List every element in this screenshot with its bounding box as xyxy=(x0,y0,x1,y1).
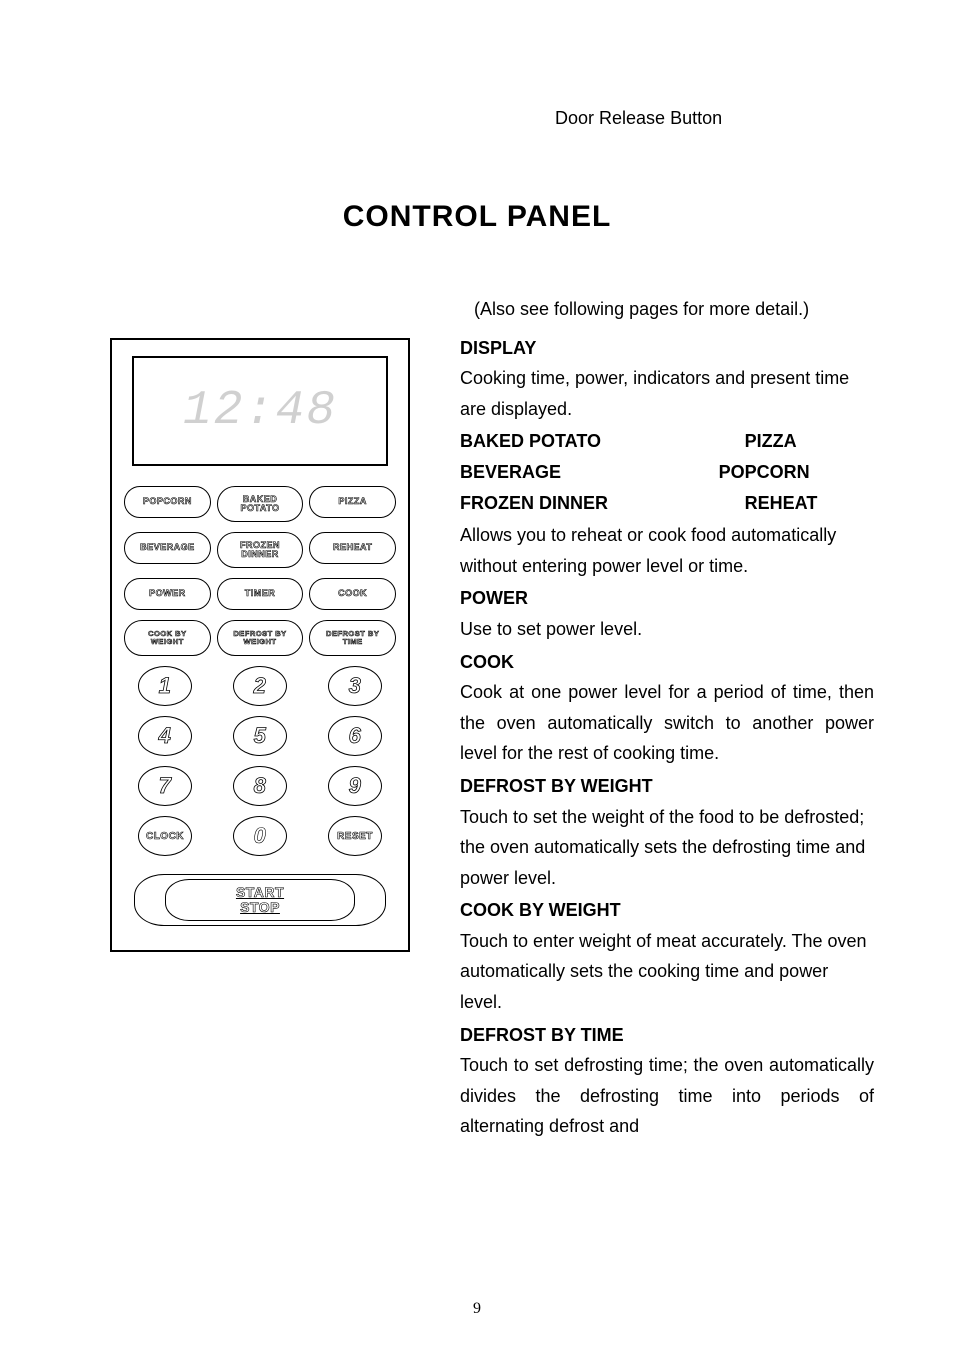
preset-popcorn: POPCORN xyxy=(701,457,874,488)
cook-by-weight-button[interactable]: COOK BY WEIGHT xyxy=(124,620,211,656)
preset-grid: BAKED POTATO PIZZA BEVERAGE POPCORN FROZ… xyxy=(460,426,874,518)
clock-button[interactable]: CLOCK xyxy=(138,816,192,856)
door-release-text: Door Release Button xyxy=(555,108,722,128)
door-release-label: Door Release Button xyxy=(540,108,722,129)
pizza-label: PIZZA xyxy=(336,497,369,506)
pizza-button[interactable]: PIZZA xyxy=(309,486,396,518)
cook-button[interactable]: COOK xyxy=(309,578,396,610)
defrost-by-weight-label: DEFROST BY WEIGHT xyxy=(231,630,288,646)
reheat-button[interactable]: REHEAT xyxy=(309,532,396,564)
num-2-label: 2 xyxy=(254,673,267,699)
num-8-label: 8 xyxy=(254,773,267,799)
power-heading: POWER xyxy=(460,583,874,614)
defrost-time-heading: DEFROST BY TIME xyxy=(460,1020,874,1051)
num-2-button[interactable]: 2 xyxy=(233,666,287,706)
num-7-button[interactable]: 7 xyxy=(138,766,192,806)
defrost-time-body: Touch to set defrosting time; the oven a… xyxy=(460,1050,874,1142)
defrost-by-time-label: DEFROST BY TIME xyxy=(324,630,381,646)
num-4-label: 4 xyxy=(159,723,172,749)
reset-button[interactable]: RESET xyxy=(328,816,382,856)
num-0-button[interactable]: 0 xyxy=(233,816,287,856)
start-label: START xyxy=(236,885,284,900)
cook-weight-body: Touch to enter weight of meat accurately… xyxy=(460,926,874,1018)
cook-body: Cook at one power level for a period of … xyxy=(460,677,874,769)
num-7-label: 7 xyxy=(159,773,172,799)
frozen-dinner-label: FROZEN DINNER xyxy=(238,541,282,560)
popcorn-label: POPCORN xyxy=(141,497,194,506)
num-9-label: 9 xyxy=(349,773,362,799)
num-1-button[interactable]: 1 xyxy=(138,666,192,706)
beverage-label: BEVERAGE xyxy=(138,543,197,552)
numpad-row-2: 4 5 6 xyxy=(138,716,382,756)
power-button[interactable]: POWER xyxy=(124,578,211,610)
cook-weight-heading: COOK BY WEIGHT xyxy=(460,895,874,926)
defrost-by-time-button[interactable]: DEFROST BY TIME xyxy=(309,620,396,656)
num-4-button[interactable]: 4 xyxy=(138,716,192,756)
baked-potato-button[interactable]: BAKED POTATO xyxy=(217,486,304,522)
numpad-row-3: 7 8 9 xyxy=(138,766,382,806)
stop-label: STOP xyxy=(240,900,280,915)
reset-label: RESET xyxy=(337,831,373,842)
num-5-label: 5 xyxy=(254,723,267,749)
function-row-2: COOK BY WEIGHT DEFROST BY WEIGHT DEFROST… xyxy=(124,620,396,656)
preset-row-1: POPCORN BAKED POTATO PIZZA xyxy=(124,486,396,522)
num-3-button[interactable]: 3 xyxy=(328,666,382,706)
preset-beverage: BEVERAGE xyxy=(460,457,665,488)
clock-row: CLOCK 0 RESET xyxy=(138,816,382,856)
display-heading: DISPLAY xyxy=(460,333,874,364)
num-1-label: 1 xyxy=(159,673,172,699)
clock-label: CLOCK xyxy=(146,831,184,842)
presets-body: Allows you to reheat or cook food automa… xyxy=(460,520,874,581)
control-panel-illustration: 12:48 POPCORN BAKED POTATO PIZZA BEVERAG… xyxy=(110,338,410,952)
num-9-button[interactable]: 9 xyxy=(328,766,382,806)
numpad-row-1: 1 2 3 xyxy=(138,666,382,706)
num-0-label: 0 xyxy=(254,823,267,849)
preset-frozen-dinner: FROZEN DINNER xyxy=(460,488,665,519)
num-6-label: 6 xyxy=(349,723,362,749)
num-3-label: 3 xyxy=(349,673,362,699)
timer-button[interactable]: TIMER xyxy=(217,578,304,610)
power-label: POWER xyxy=(147,589,188,598)
num-5-button[interactable]: 5 xyxy=(233,716,287,756)
beverage-button[interactable]: BEVERAGE xyxy=(124,532,211,564)
preset-reheat: REHEAT xyxy=(701,488,874,519)
popcorn-button[interactable]: POPCORN xyxy=(124,486,211,518)
start-stop-button[interactable]: START STOP xyxy=(134,874,386,926)
description-column: (Also see following pages for more detai… xyxy=(460,294,874,1144)
reheat-label: REHEAT xyxy=(331,543,374,552)
page-title: CONTROL PANEL xyxy=(80,200,874,234)
baked-potato-label: BAKED POTATO xyxy=(239,495,282,514)
function-row-1: POWER TIMER COOK xyxy=(124,578,396,610)
timer-label: TIMER xyxy=(243,589,278,598)
defrost-by-weight-button[interactable]: DEFROST BY WEIGHT xyxy=(217,620,304,656)
defrost-weight-body: Touch to set the weight of the food to b… xyxy=(460,802,874,894)
page-number: 9 xyxy=(0,1300,954,1318)
num-6-button[interactable]: 6 xyxy=(328,716,382,756)
display-time: 12:48 xyxy=(183,384,337,438)
preset-row-2: BEVERAGE FROZEN DINNER REHEAT xyxy=(124,532,396,568)
power-body: Use to set power level. xyxy=(460,614,874,645)
defrost-weight-heading: DEFROST BY WEIGHT xyxy=(460,771,874,802)
preset-pizza: PIZZA xyxy=(701,426,874,457)
num-8-button[interactable]: 8 xyxy=(233,766,287,806)
preset-baked-potato: BAKED POTATO xyxy=(460,426,665,457)
note-text: (Also see following pages for more detai… xyxy=(460,294,874,325)
cook-by-weight-label: COOK BY WEIGHT xyxy=(146,630,189,646)
cook-heading: COOK xyxy=(460,647,874,678)
frozen-dinner-button[interactable]: FROZEN DINNER xyxy=(217,532,304,568)
display-body: Cooking time, power, indicators and pres… xyxy=(460,363,874,424)
display-screen: 12:48 xyxy=(132,356,388,466)
cook-label: COOK xyxy=(336,589,369,598)
